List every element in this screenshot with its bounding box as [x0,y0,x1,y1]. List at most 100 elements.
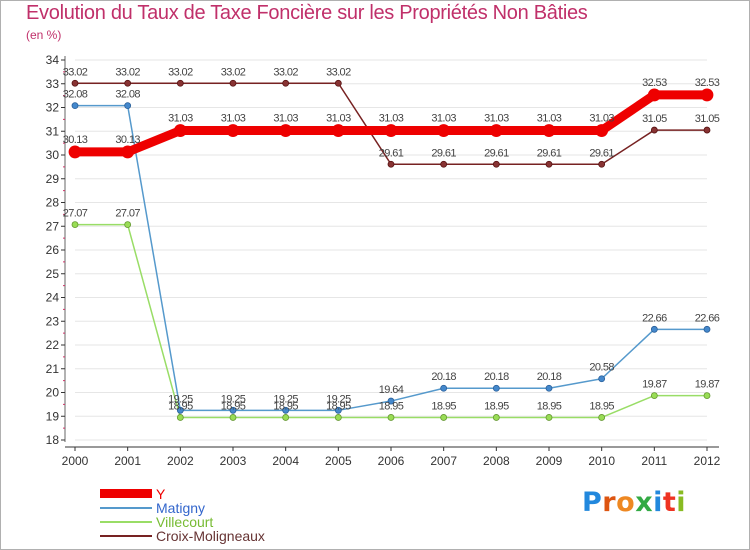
data-label-croix-moligneaux: 33.02 [273,66,298,78]
x-tick-label: 2005 [325,454,352,468]
y-tick-label: 27 [46,219,60,233]
data-point-matigny [545,384,553,392]
data-point-croix-moligneaux [545,160,553,168]
data-point-villecourt [703,392,711,399]
logo-letter: i [676,487,687,518]
data-label-croix-moligneaux: 29.61 [431,147,456,159]
legend-swatch-y [100,489,152,498]
data-point-y [542,124,556,137]
x-tick-label: 2002 [167,454,194,468]
data-label-villecourt: 27.07 [63,208,88,220]
x-tick-label: 2004 [272,454,299,468]
data-label-y: 30.13 [115,134,140,146]
data-point-villecourt [282,414,290,421]
data-point-croix-moligneaux [176,79,184,87]
data-label-villecourt: 18.95 [379,400,404,412]
data-point-y [226,124,240,137]
data-label-y: 31.03 [221,113,246,125]
y-tick-label: 31 [46,124,60,138]
data-label-matigny: 32.08 [115,89,140,101]
x-tick-label: 2007 [430,454,457,468]
data-label-matigny: 20.18 [431,371,456,383]
data-point-matigny [334,406,342,414]
logo-letter: t [662,487,677,518]
data-point-y [700,88,714,102]
data-point-y [489,124,503,137]
data-label-matigny: 19.25 [221,393,246,405]
data-point-villecourt [440,414,448,421]
legend-swatch-matigny [100,507,152,509]
data-point-croix-moligneaux [334,79,342,87]
data-label-y: 32.53 [695,77,720,89]
data-point-croix-moligneaux [124,79,132,87]
data-label-matigny: 19.25 [168,393,193,405]
data-label-matigny: 20.18 [537,371,562,383]
y-tick-label: 26 [46,243,60,257]
x-tick-label: 2010 [588,454,615,468]
data-label-croix-moligneaux: 31.05 [695,113,720,125]
proxiti-logo: Proxiti [582,487,686,518]
data-label-matigny: 20.18 [484,371,509,383]
data-point-villecourt [176,414,184,421]
data-label-y: 31.03 [589,113,614,125]
data-point-croix-moligneaux [703,126,711,134]
y-tick-label: 19 [46,409,60,423]
x-tick-label: 2011 [641,454,667,468]
data-label-villecourt: 19.87 [695,379,720,391]
x-tick-label: 2000 [62,454,89,468]
data-point-y [595,124,609,137]
data-point-matigny [440,384,448,392]
data-label-croix-moligneaux: 33.02 [63,66,88,78]
data-label-croix-moligneaux: 29.61 [484,147,509,159]
legend-label-croix-moligneaux: Croix-Moligneaux [156,528,265,544]
data-point-croix-moligneaux [598,160,606,168]
legend-swatch-croix-moligneaux [100,535,152,537]
data-point-matigny [124,102,132,109]
data-label-matigny: 32.08 [63,89,88,101]
data-point-villecourt [492,414,500,421]
legend-item-y: Y [100,486,360,504]
data-point-villecourt [598,414,606,421]
y-tick-label: 30 [46,148,60,162]
y-tick-label: 28 [46,196,60,210]
data-point-matigny [387,397,395,405]
data-label-y: 31.03 [484,113,509,125]
legend-item-croix-moligneaux: Croix-Moligneaux [100,528,360,546]
data-label-y: 32.53 [642,77,667,89]
data-label-matigny: 22.66 [642,312,667,324]
legend-label-villecourt: Villecourt [156,514,214,530]
logo-letter: P [582,487,603,518]
legend-item-matigny: Matigny [100,500,360,518]
y-tick-label: 18 [46,433,60,447]
data-label-matigny: 19.64 [379,384,404,396]
data-label-y: 31.03 [326,113,351,125]
data-label-villecourt: 18.95 [326,400,351,412]
data-label-y: 31.03 [379,113,404,125]
chart-title: Evolution du Taux de Taxe Foncière sur l… [26,2,588,24]
data-point-matigny [282,406,290,414]
data-label-villecourt: 18.95 [484,400,509,412]
logo-letter: x [635,487,654,518]
data-point-y [68,145,82,159]
data-point-croix-moligneaux [71,79,79,87]
data-label-matigny: 22.66 [695,312,720,324]
data-point-croix-moligneaux [229,79,237,87]
data-point-y [384,124,398,137]
data-label-croix-moligneaux: 29.61 [589,147,614,159]
x-tick-label: 2006 [378,454,405,468]
data-point-villecourt [229,414,237,421]
y-tick-label: 24 [46,291,60,305]
data-point-croix-moligneaux [387,160,395,168]
data-label-croix-moligneaux: 33.02 [221,66,246,78]
data-label-villecourt: 18.95 [273,400,298,412]
data-point-croix-moligneaux [492,160,500,168]
logo-letter: o [616,487,636,518]
data-label-matigny: 20.58 [589,362,614,374]
data-point-matigny [598,375,606,383]
data-label-villecourt: 18.95 [589,400,614,412]
data-point-croix-moligneaux [650,126,658,134]
data-label-y: 30.13 [63,134,88,146]
x-tick-label: 2001 [114,454,141,468]
data-point-croix-moligneaux [282,79,290,87]
